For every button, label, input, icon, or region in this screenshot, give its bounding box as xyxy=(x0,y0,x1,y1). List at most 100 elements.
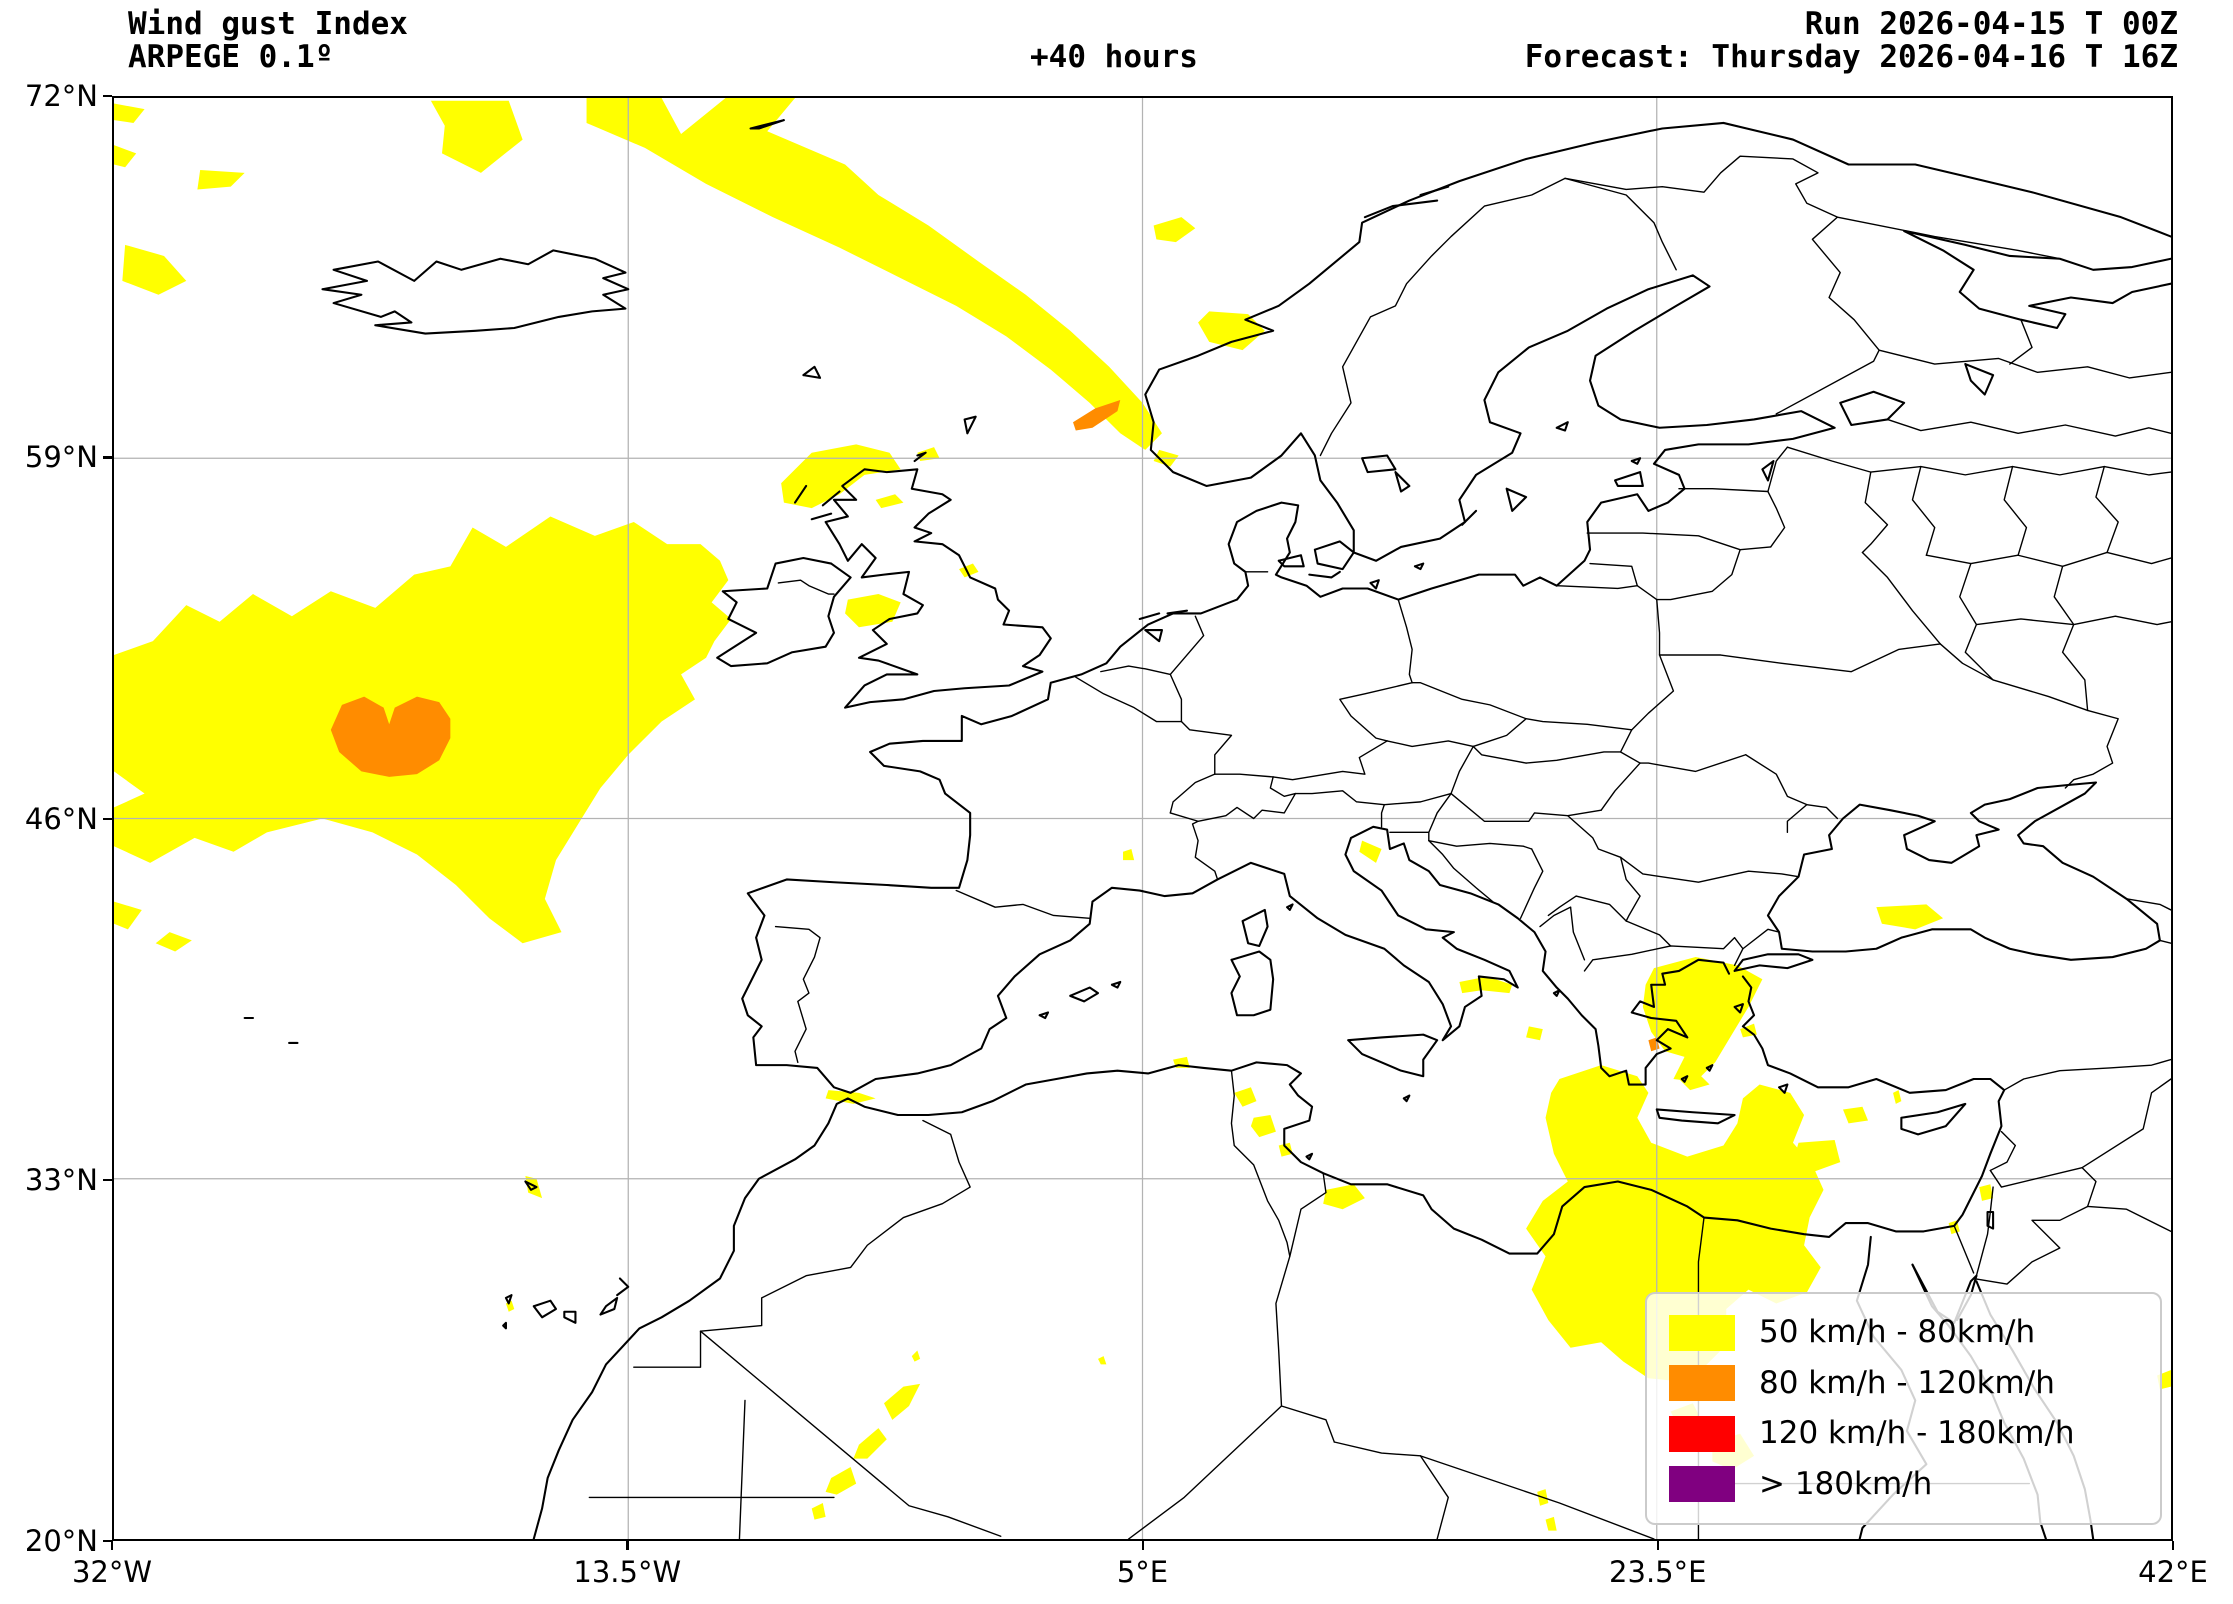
coastline xyxy=(1766,781,2161,961)
country-border xyxy=(1519,848,1544,919)
wind-area-50-80 xyxy=(114,145,137,168)
country-border xyxy=(1472,718,1527,748)
legend-row-1: 80 km/h - 120km/h xyxy=(1647,1365,2160,1402)
page-title: Wind gust Index ARPEGE 0.1º xyxy=(128,8,408,74)
country-border xyxy=(1450,745,1474,795)
coastline xyxy=(1241,908,1269,948)
wind-area-50-80 xyxy=(811,1502,826,1520)
coastline xyxy=(563,1310,577,1324)
x-tick-mark xyxy=(1656,1541,1660,1550)
country-border xyxy=(1411,682,1527,720)
coastline xyxy=(1964,362,1995,396)
legend-label: 50 km/h - 80km/h xyxy=(1759,1314,2036,1351)
country-border xyxy=(1739,546,1772,551)
country-border xyxy=(1294,790,1386,806)
country-border xyxy=(1075,676,1183,723)
country-border xyxy=(1953,1225,1975,1274)
country-border xyxy=(2159,939,2171,944)
coastline xyxy=(1277,554,1305,568)
wind-area-50-80 xyxy=(1526,1026,1543,1041)
coastline xyxy=(532,975,2006,1539)
coastline xyxy=(1313,540,1355,571)
coastline xyxy=(1413,562,1425,571)
y-tick-label: 72°N xyxy=(24,79,98,113)
legend-row-3: > 180km/h xyxy=(1647,1465,2160,1503)
country-border xyxy=(2081,1166,2097,1208)
country-border xyxy=(1419,1455,1655,1539)
wind-area-50-80 xyxy=(825,1466,857,1495)
country-border xyxy=(1656,549,1741,601)
country-border xyxy=(1289,1172,1327,1258)
coastline xyxy=(1900,1102,1967,1136)
legend-label: > 180km/h xyxy=(1759,1465,1933,1502)
coastline xyxy=(1705,1064,1714,1072)
wind-area-50-80 xyxy=(1459,976,1513,994)
coastline xyxy=(1655,1108,1736,1125)
country-border xyxy=(1636,585,1658,601)
coastline xyxy=(1680,1075,1689,1083)
y-tick-label: 20°N xyxy=(24,1524,98,1558)
country-border xyxy=(699,1330,1002,1537)
coastline xyxy=(1110,980,1122,989)
country-border xyxy=(1586,532,1741,551)
country-border xyxy=(1861,471,1889,554)
country-border xyxy=(1339,682,1413,742)
country-border xyxy=(1989,1166,2083,1188)
country-border xyxy=(1397,598,1413,684)
wind-area-80-120 xyxy=(330,696,451,777)
wind-area-50-80 xyxy=(1792,1139,1841,1174)
coastline xyxy=(1166,609,1189,615)
legend-swatch-icon xyxy=(1669,1415,1735,1452)
country-border xyxy=(1600,762,1641,811)
x-tick-mark xyxy=(1141,1541,1144,1550)
x-tick-label: 23.5°E xyxy=(1609,1555,1707,1589)
country-border xyxy=(2009,318,2033,365)
x-tick-label: 13.5°W xyxy=(573,1555,682,1589)
wind-area-50-80 xyxy=(781,444,901,509)
coastline xyxy=(1555,421,1569,432)
country-border xyxy=(1861,551,1941,645)
coastline xyxy=(1038,1011,1050,1020)
legend-swatch-icon xyxy=(1669,1314,1735,1351)
coastline xyxy=(824,468,1052,709)
coastline xyxy=(741,121,2171,1094)
country-border xyxy=(1180,720,1233,775)
wind-area-50-80 xyxy=(1979,1184,1994,1201)
country-border xyxy=(1975,615,2171,626)
x-tick-mark xyxy=(111,1541,114,1550)
wind-area-50-80 xyxy=(122,244,187,295)
country-border xyxy=(1836,216,2061,260)
country-border xyxy=(1272,740,1388,781)
country-border xyxy=(1806,803,1839,820)
legend-label: 120 km/h - 180km/h xyxy=(1759,1415,2075,1452)
y-tick-mark xyxy=(103,456,112,459)
country-border xyxy=(2095,465,2119,554)
coastline xyxy=(963,415,977,435)
x-tick-label: 42°E xyxy=(2138,1555,2208,1589)
coastline xyxy=(1347,1033,1439,1078)
coastline xyxy=(1903,229,2171,330)
wind-area-50-80 xyxy=(1123,848,1135,861)
wind-area-50-80 xyxy=(825,1090,876,1104)
wind-area-50-80 xyxy=(114,901,142,930)
y-tick-mark xyxy=(103,1178,112,1182)
wind-area-50-80 xyxy=(1545,1516,1557,1531)
coastline xyxy=(321,249,630,335)
country-border xyxy=(1380,803,1386,828)
country-border xyxy=(1911,465,1936,556)
country-border xyxy=(1269,776,1297,798)
coastline xyxy=(1369,579,1380,590)
country-border xyxy=(1567,815,1622,858)
y-tick-mark xyxy=(103,817,112,820)
coastline xyxy=(1419,185,1450,197)
country-border xyxy=(1555,585,1638,590)
country-border xyxy=(1786,446,2171,476)
country-border xyxy=(2053,565,2089,712)
coastline xyxy=(1144,629,1164,643)
coastline xyxy=(1552,989,1561,997)
wind-area-50-80 xyxy=(1278,1142,1293,1157)
country-border xyxy=(1678,488,1769,493)
x-tick-label: 5°E xyxy=(1116,1555,1169,1589)
wind-area-50-80 xyxy=(959,563,979,578)
